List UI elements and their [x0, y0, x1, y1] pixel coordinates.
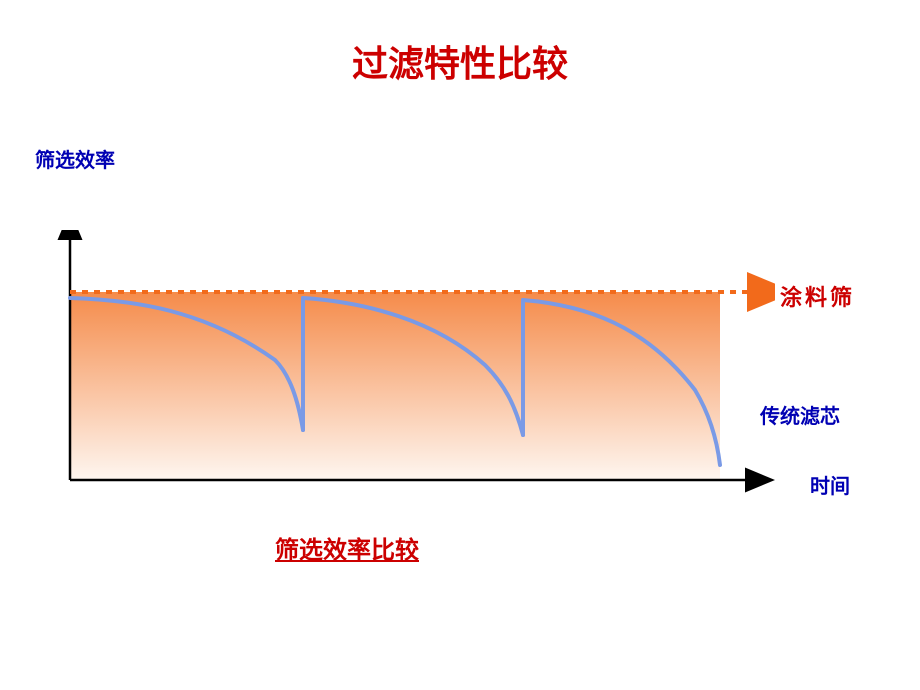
y-axis-label: 筛选效率	[35, 144, 115, 173]
chart-area	[55, 230, 775, 500]
legend-traditional-filter: 传统滤芯	[760, 400, 840, 429]
x-axis-label: 时间	[810, 470, 850, 499]
chart-subtitle: 筛选效率比较	[275, 530, 419, 565]
chart-svg	[55, 230, 775, 500]
legend-paint-sieve: 涂料筛	[780, 280, 855, 312]
page-title: 过滤特性比较	[0, 35, 920, 87]
slide-container: 过滤特性比较 筛选效率 涂料筛 传统滤芯 时间 筛选效率比较	[0, 0, 920, 690]
